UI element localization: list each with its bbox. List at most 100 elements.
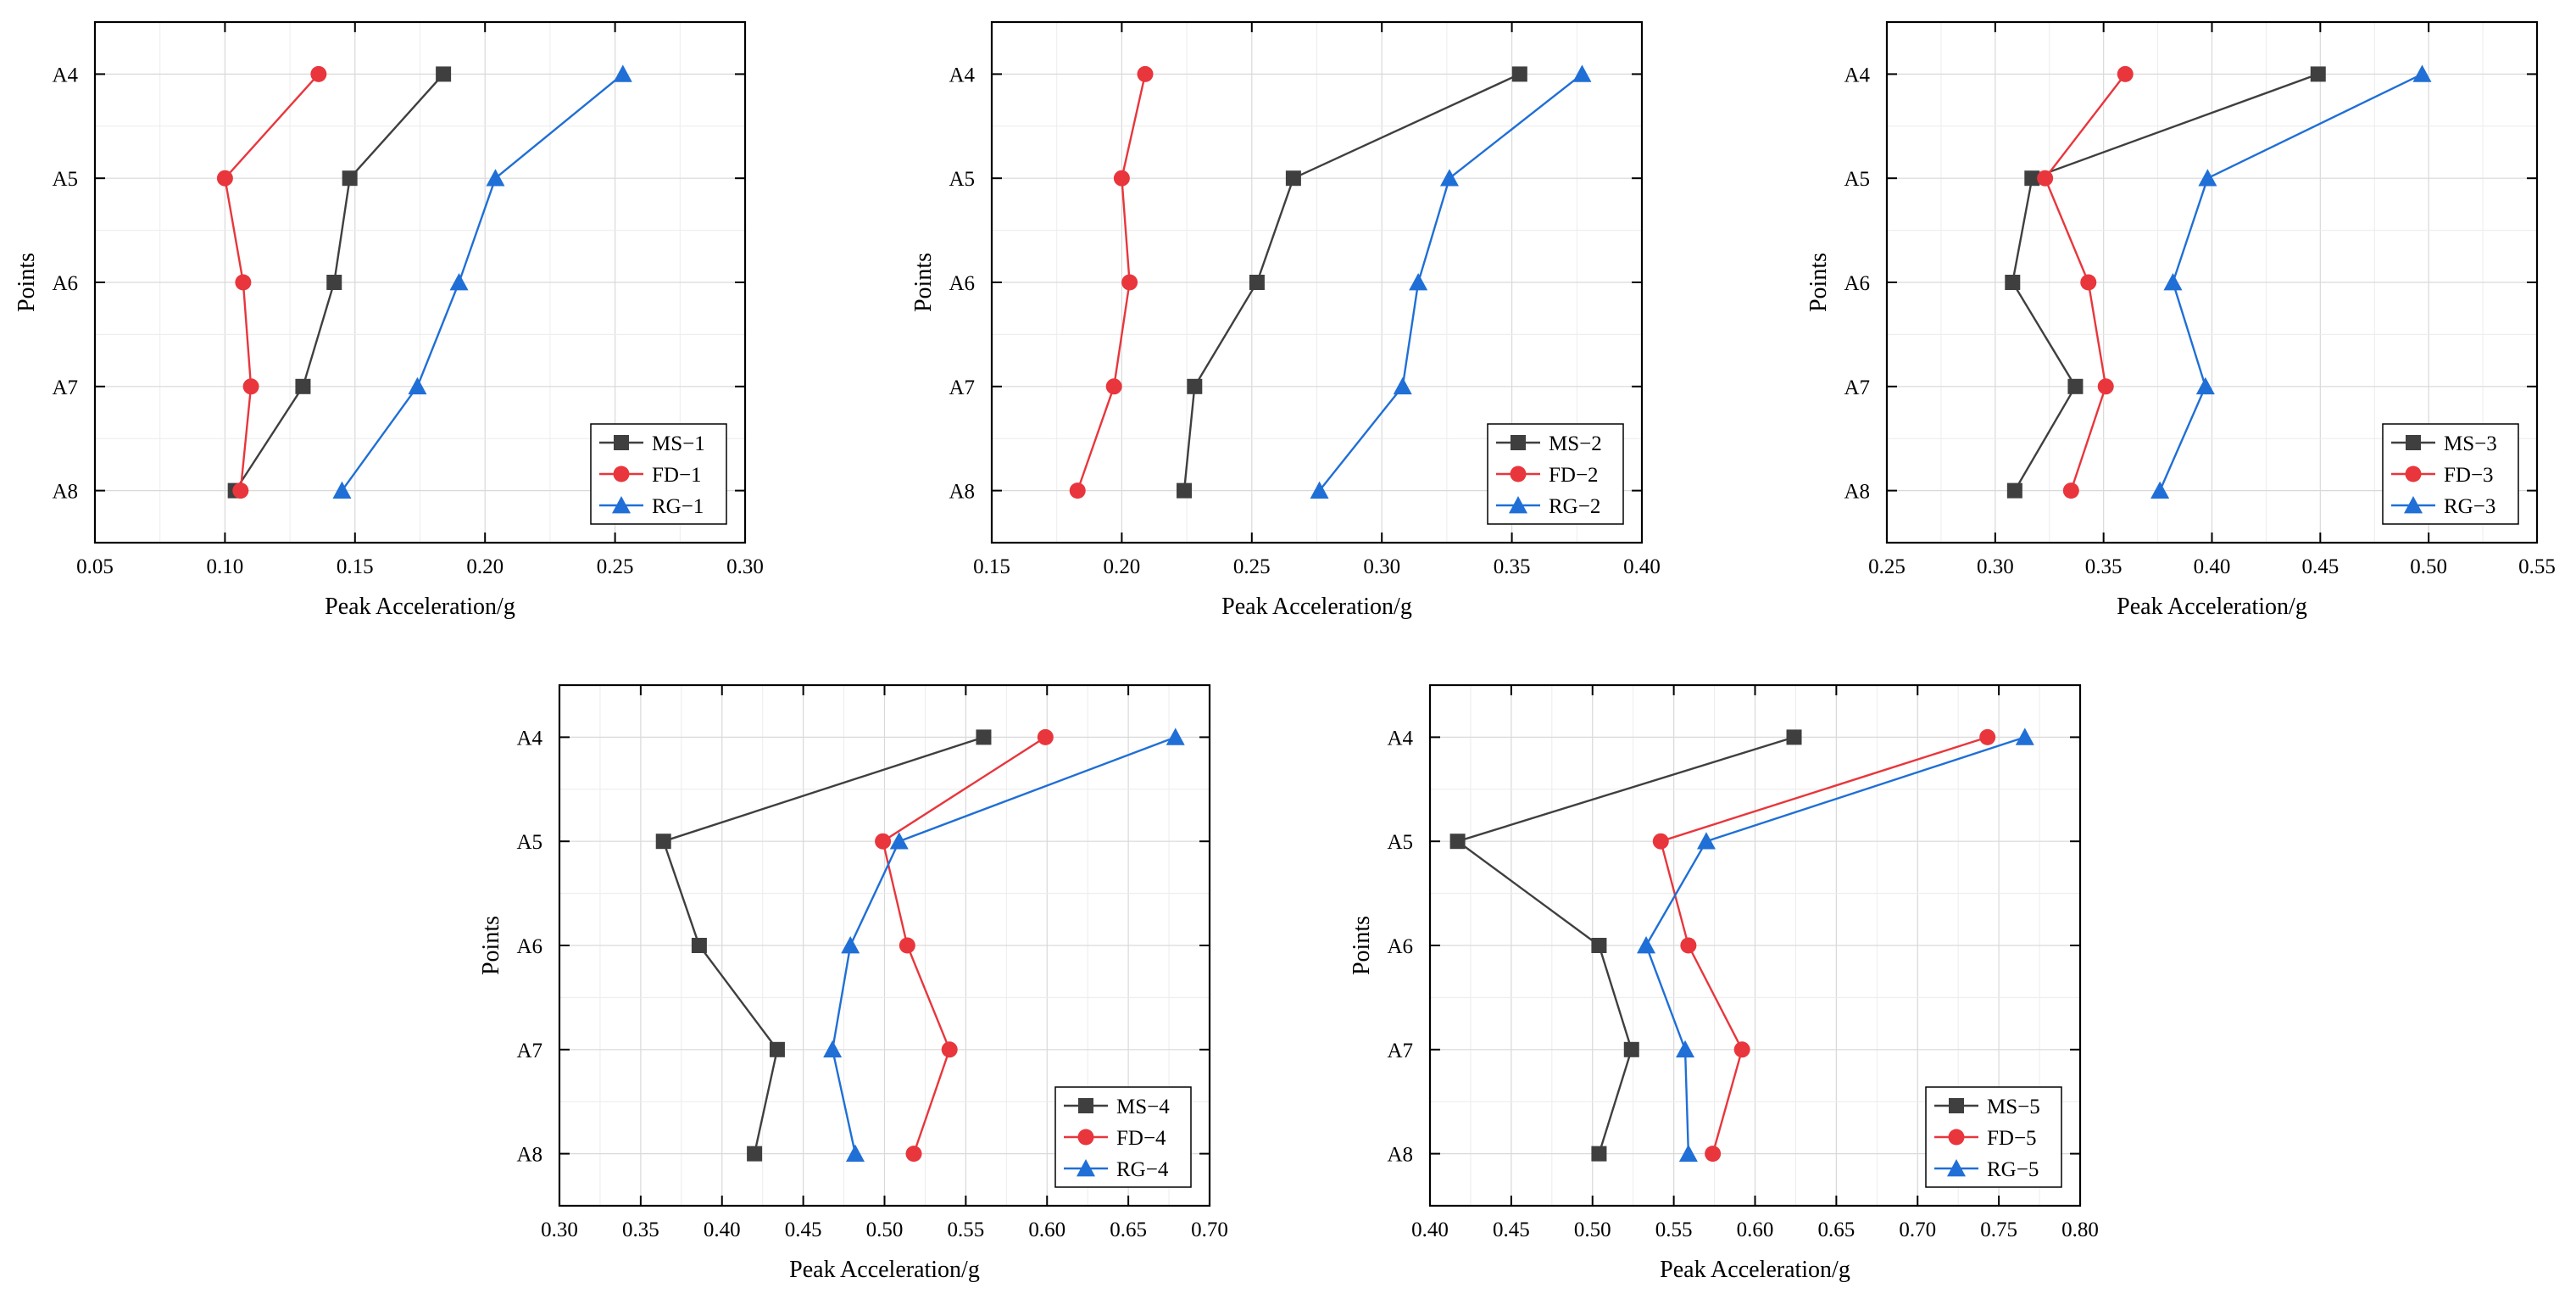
data-point-fd-a8	[1705, 1146, 1722, 1163]
x-tick-label: 0.20	[1104, 555, 1141, 578]
data-point-ms-a6	[326, 275, 342, 290]
x-tick-label: 0.60	[1737, 1218, 1774, 1241]
data-point-rg-a7	[1393, 376, 1412, 395]
legend-label: MS−1	[652, 432, 705, 455]
data-point-fd-a8	[905, 1146, 922, 1163]
x-tick-label: 0.30	[726, 555, 764, 578]
data-point-rg-a6	[449, 273, 469, 291]
x-tick-label: 0.80	[2061, 1218, 2099, 1241]
y-tick-label: A8	[1844, 481, 1870, 504]
data-point-ms-a7	[769, 1041, 785, 1057]
y-tick-label: A5	[1387, 831, 1413, 854]
x-tick-label: 0.45	[2301, 555, 2339, 578]
data-point-fd-a6	[1121, 274, 1138, 291]
legend-marker-ms	[1511, 435, 1526, 450]
y-tick-label: A8	[52, 481, 78, 504]
x-tick-label: 0.45	[785, 1218, 822, 1241]
y-tick-label: A7	[1387, 1040, 1413, 1062]
data-point-rg-a6	[841, 936, 860, 954]
y-axis-title: Points	[910, 253, 937, 312]
x-tick-label: 0.35	[622, 1218, 659, 1241]
x-tick-label: 0.70	[1899, 1218, 1936, 1241]
data-point-rg-a8	[332, 481, 352, 499]
legend-label: RG−3	[2444, 495, 2495, 518]
data-point-ms-a4	[2310, 66, 2326, 82]
data-point-ms-a5	[1449, 834, 1466, 850]
data-point-ms-a8	[1591, 1146, 1607, 1162]
x-axis-title: Peak Acceleration/g	[1660, 1257, 1850, 1283]
y-tick-label: A6	[52, 272, 78, 295]
y-tick-label: A5	[1844, 168, 1870, 191]
y-tick-label: A8	[1387, 1144, 1413, 1167]
legend-label: MS−2	[1549, 432, 1602, 455]
y-tick-label: A4	[52, 64, 78, 86]
x-tick-label: 0.30	[1363, 555, 1400, 578]
data-point-fd-a4	[1037, 728, 1054, 745]
x-tick-label: 0.15	[973, 555, 1010, 578]
data-point-rg-a4	[2412, 64, 2432, 82]
legend: MS−5 FD−5 RG−5	[1925, 1086, 2062, 1188]
y-tick-label: A4	[949, 64, 975, 86]
legend-label: FD−3	[2444, 464, 2494, 487]
data-point-rg-a6	[2163, 273, 2183, 291]
x-tick-label: 0.50	[2410, 555, 2447, 578]
y-tick-label: A6	[949, 272, 975, 295]
data-point-ms-a8	[747, 1146, 763, 1162]
x-tick-label: 0.75	[1980, 1218, 2017, 1241]
data-point-ms-a6	[1249, 275, 1265, 290]
data-point-rg-a8	[845, 1144, 865, 1162]
y-tick-label: A7	[52, 376, 78, 399]
legend-marker-fd	[1077, 1129, 1094, 1146]
y-tick-label: A4	[1844, 64, 1870, 86]
x-tick-label: 0.45	[1493, 1218, 1530, 1241]
y-tick-label: A7	[949, 376, 975, 399]
x-tick-label: 0.10	[207, 555, 244, 578]
y-tick-label: A8	[516, 1144, 542, 1167]
data-point-rg-a4	[1166, 728, 1185, 745]
x-tick-label: 0.65	[1110, 1218, 1147, 1241]
x-tick-label: 0.55	[1655, 1218, 1693, 1241]
legend-marker-ms	[614, 435, 629, 450]
data-point-ms-a6	[2005, 275, 2021, 290]
x-tick-label: 0.65	[1818, 1218, 1855, 1241]
data-point-ms-a7	[295, 378, 311, 394]
data-point-rg-a5	[889, 832, 909, 850]
data-point-ms-a8	[2006, 482, 2022, 499]
legend-marker-ms	[1949, 1098, 1964, 1113]
data-point-fd-a7	[1733, 1041, 1750, 1058]
data-point-fd-a6	[2080, 274, 2097, 291]
data-point-rg-a5	[1439, 169, 1459, 187]
legend-label: FD−2	[1549, 464, 1599, 487]
data-point-fd-a6	[899, 937, 915, 954]
legend: MS−1 FD−1 RG−1	[590, 423, 727, 525]
data-point-ms-a5	[655, 834, 671, 850]
y-tick-label: A7	[1844, 376, 1870, 399]
legend-marker-rg	[2404, 496, 2423, 514]
x-tick-label: 0.15	[337, 555, 374, 578]
chart-panel-1: 0.05 0.10 0.15 0.20 0.25 0.30 A4 A5 A6 A7 A8 Peak A…	[14, 20, 764, 620]
legend-label: FD−1	[652, 464, 702, 487]
y-tick-label: A6	[516, 935, 542, 958]
data-point-ms-a4	[976, 729, 992, 745]
data-point-fd-a5	[2037, 170, 2054, 187]
data-point-rg-a4	[2015, 728, 2034, 745]
y-tick-label: A5	[516, 831, 542, 854]
data-point-fd-a8	[2062, 482, 2079, 499]
x-axis-title: Peak Acceleration/g	[789, 1257, 980, 1283]
data-point-ms-a7	[1187, 378, 1203, 394]
y-axis-title: Points	[14, 253, 40, 312]
y-axis-title: Points	[1805, 253, 1832, 312]
data-point-ms-a7	[1623, 1041, 1639, 1057]
legend-marker-fd	[2405, 466, 2422, 482]
data-point-ms-a8	[1177, 482, 1193, 499]
y-tick-label: A6	[1387, 935, 1413, 958]
x-tick-label: 0.40	[1623, 555, 1661, 578]
legend-marker-rg	[612, 496, 631, 514]
data-point-rg-a7	[408, 376, 427, 395]
y-tick-label: A5	[52, 168, 78, 191]
data-point-rg-a4	[613, 64, 632, 82]
y-tick-label: A4	[1387, 727, 1413, 750]
x-tick-label: 0.25	[1233, 555, 1271, 578]
y-tick-label: A7	[516, 1040, 542, 1062]
